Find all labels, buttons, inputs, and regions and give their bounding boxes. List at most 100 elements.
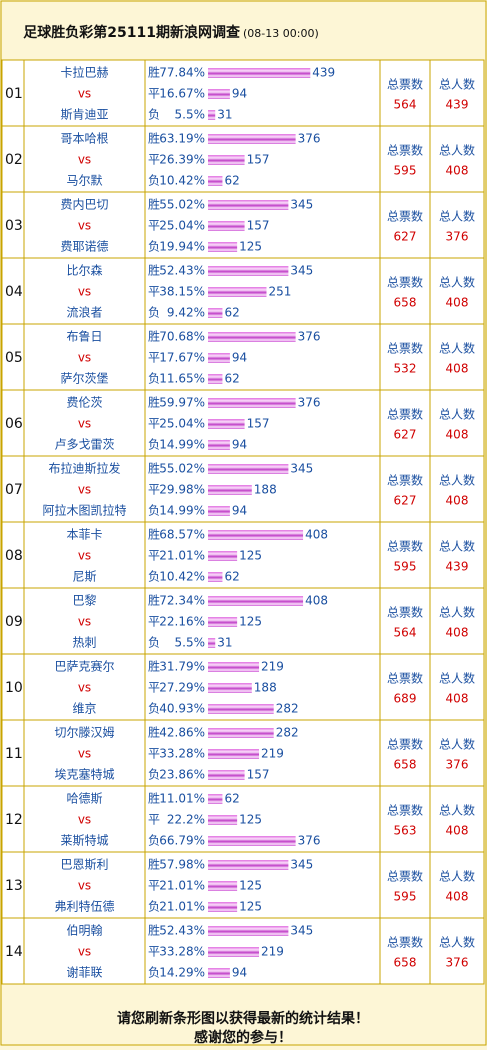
versus: vs (78, 747, 91, 761)
match-number: 04 (5, 284, 23, 300)
outcome-label: 负 (148, 504, 160, 518)
outcome-label: 平 (148, 351, 160, 365)
total-people-label: 总人数 (439, 473, 475, 488)
vote-count: 345 (290, 924, 313, 938)
total-people: 376 (446, 230, 469, 244)
total-votes-label: 总票数 (387, 869, 423, 884)
home-team: 伯明翰 (66, 923, 102, 938)
vote-bar (208, 947, 260, 957)
total-people: 376 (446, 956, 469, 970)
percentage: 21.01% (159, 900, 205, 914)
vote-count: 408 (305, 528, 328, 542)
versus: vs (78, 945, 91, 959)
total-votes-label: 总票数 (387, 935, 423, 950)
vote-count: 345 (290, 858, 313, 872)
vote-bar (208, 353, 230, 363)
total-votes: 564 (394, 626, 417, 640)
percentage: 55.02% (159, 198, 205, 212)
total-votes: 627 (394, 230, 417, 244)
outcome-label: 胜 (148, 593, 160, 608)
match-number: 12 (5, 812, 23, 828)
vote-bar (208, 794, 223, 804)
vote-count: 251 (268, 285, 291, 299)
vote-bar (208, 572, 223, 582)
vote-bar (208, 440, 230, 450)
vote-bar (208, 464, 289, 474)
home-team: 布鲁日 (66, 330, 102, 344)
percentage: 11.65% (159, 372, 205, 386)
vote-bar (208, 749, 260, 759)
outcome-label: 平 (148, 549, 160, 563)
away-team: 热刺 (72, 636, 96, 650)
vote-bar (208, 134, 296, 144)
vote-count: 345 (290, 264, 313, 278)
vote-bar (208, 638, 216, 648)
vote-count: 94 (232, 438, 247, 452)
outcome-label: 负 (148, 240, 160, 254)
vote-bar (208, 398, 296, 408)
total-people-label: 总人数 (439, 803, 475, 818)
vote-count: 188 (254, 483, 277, 497)
vote-count: 345 (290, 198, 313, 212)
outcome-label: 胜 (148, 527, 160, 542)
vote-bar (208, 419, 245, 429)
vote-count: 157 (247, 768, 270, 782)
versus: vs (78, 153, 91, 167)
vote-bar (208, 728, 274, 738)
percentage: 55.02% (159, 462, 205, 476)
vote-count: 125 (239, 900, 262, 914)
vote-count: 282 (276, 702, 299, 716)
home-team: 巴黎 (72, 594, 96, 608)
vote-bar (208, 968, 230, 978)
outcome-label: 负 (148, 834, 160, 848)
total-people-label: 总人数 (439, 539, 475, 554)
vote-bar (208, 704, 274, 714)
vote-count: 125 (239, 879, 262, 893)
vote-count: 376 (298, 834, 321, 848)
total-votes-label: 总票数 (387, 341, 423, 356)
vote-bar (208, 242, 238, 252)
percentage: 26.39% (159, 153, 205, 167)
vote-bar (208, 617, 238, 627)
total-people: 408 (446, 494, 469, 508)
vote-count: 62 (224, 174, 239, 188)
vote-bar (208, 155, 245, 165)
outcome-label: 平 (148, 879, 160, 893)
percentage: 5.5% (175, 636, 206, 650)
total-votes: 658 (394, 296, 417, 310)
vote-bar (208, 902, 238, 912)
total-people: 439 (446, 98, 469, 112)
total-votes-label: 总票数 (387, 539, 423, 554)
away-team: 斯肯迪亚 (60, 108, 108, 122)
percentage: 42.86% (159, 726, 205, 740)
outcome-label: 胜 (148, 197, 160, 212)
footer-line: 感谢您的参与！ (194, 1029, 292, 1046)
percentage: 68.57% (159, 528, 205, 542)
vote-bar (208, 881, 238, 891)
away-team: 费耶诺德 (60, 239, 108, 254)
total-people-label: 总人数 (439, 935, 475, 950)
match-number: 09 (5, 614, 23, 630)
vote-count: 376 (298, 132, 321, 146)
outcome-label: 平 (148, 219, 160, 233)
match-number: 03 (5, 218, 23, 234)
vote-bar (208, 770, 245, 780)
vote-count: 94 (232, 351, 247, 365)
total-people-label: 总人数 (439, 869, 475, 884)
away-team: 阿拉木图凯拉特 (42, 503, 126, 518)
vote-bar (208, 815, 238, 825)
outcome-label: 胜 (148, 923, 160, 938)
outcome-label: 胜 (148, 659, 160, 674)
vote-count: 94 (232, 504, 247, 518)
vote-count: 345 (290, 462, 313, 476)
home-team: 比尔森 (66, 263, 102, 278)
vote-count: 188 (254, 681, 277, 695)
percentage: 10.42% (159, 174, 205, 188)
vote-bar (208, 662, 260, 672)
vote-count: 282 (276, 726, 299, 740)
away-team: 卢多戈雷茨 (54, 437, 114, 452)
percentage: 77.84% (159, 66, 205, 80)
vote-bar (208, 683, 252, 693)
match-number: 10 (5, 680, 23, 696)
